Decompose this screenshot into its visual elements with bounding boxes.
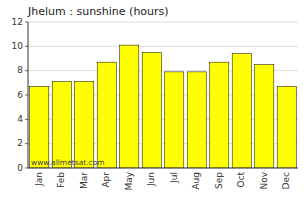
grid-line <box>28 168 298 169</box>
y-tick-label: 10 <box>12 41 24 51</box>
bar <box>165 72 184 168</box>
bar <box>255 65 274 168</box>
bar <box>277 86 296 168</box>
bar <box>52 82 71 168</box>
y-tick-label: 2 <box>17 138 23 148</box>
bar <box>187 72 206 168</box>
x-tick-label: Jul <box>169 172 179 184</box>
title: Jhelum : sunshine (hours) <box>27 5 169 18</box>
x-tick-label: Aug <box>191 172 201 190</box>
chart-container: 0 2 4 6 8 10 12 Jan Feb Mar Apr May Jun Jul Aug Sep Oct N… <box>0 0 306 200</box>
watermark: www.allmetsat.com <box>31 158 105 167</box>
bar <box>97 62 116 168</box>
chart: 0 2 4 6 8 10 12 Jan Feb Mar Apr May Jun Jul Aug Sep Oct N… <box>0 0 306 200</box>
bar <box>75 82 94 168</box>
x-axis <box>28 168 298 169</box>
x-tick-label: Oct <box>236 172 246 188</box>
bar <box>210 62 229 168</box>
bar <box>232 54 251 168</box>
bars <box>30 45 297 168</box>
x-tick-label: Mar <box>79 172 89 189</box>
x-tick-label: Dec <box>281 172 291 189</box>
grid-line <box>28 46 298 47</box>
x-tick-label: Nov <box>259 171 269 189</box>
grid-line <box>28 22 298 23</box>
x-tick-label: Apr <box>101 172 111 188</box>
x-tick-label: May <box>124 171 134 190</box>
y-tick-label: 4 <box>17 114 23 124</box>
y-tick-label: 8 <box>17 65 23 75</box>
y-tick-label: 0 <box>17 163 23 173</box>
bar <box>142 52 161 168</box>
y-tick-label: 6 <box>17 90 23 100</box>
bar <box>120 45 139 168</box>
x-tick-label: Jun <box>146 172 156 187</box>
x-tick-label: Jan <box>34 172 44 187</box>
y-axis <box>28 22 29 168</box>
x-tick-label: Sep <box>214 172 224 189</box>
bar <box>30 86 49 168</box>
y-tick-label: 12 <box>12 17 23 27</box>
x-tick-label: Feb <box>56 172 66 188</box>
